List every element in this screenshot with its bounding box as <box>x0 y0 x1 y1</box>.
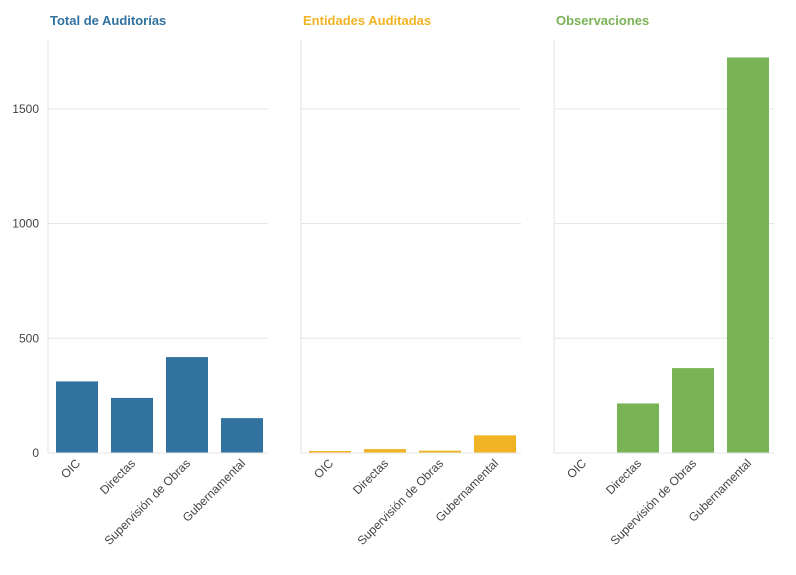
x-tick-label: Directas <box>603 456 644 497</box>
bar <box>474 435 516 453</box>
bar <box>364 449 406 453</box>
bar <box>617 403 659 453</box>
panel-title: Entidades Auditadas <box>303 13 431 28</box>
bar <box>221 418 263 453</box>
bar <box>419 450 461 453</box>
bar <box>727 57 769 454</box>
bar <box>672 368 714 453</box>
y-tick-label: 1500 <box>12 102 39 116</box>
x-tick-label: Directas <box>97 456 138 497</box>
bar <box>56 381 98 453</box>
x-tick-label: OIC <box>311 456 336 481</box>
y-tick-label: 1000 <box>12 217 39 231</box>
x-tick-label: Directas <box>350 456 391 497</box>
y-axis: 0 500 1000 1500 <box>12 102 39 460</box>
bar <box>111 397 153 453</box>
x-tick-label: OIC <box>564 456 589 481</box>
panel-title: Total de Auditorías <box>50 13 166 28</box>
y-tick-label: 500 <box>19 331 39 345</box>
bar <box>166 357 208 453</box>
panel-title: Observaciones <box>556 13 649 28</box>
x-tick-label: OIC <box>58 456 83 481</box>
y-tick-label: 0 <box>32 446 39 460</box>
bar <box>309 451 351 453</box>
